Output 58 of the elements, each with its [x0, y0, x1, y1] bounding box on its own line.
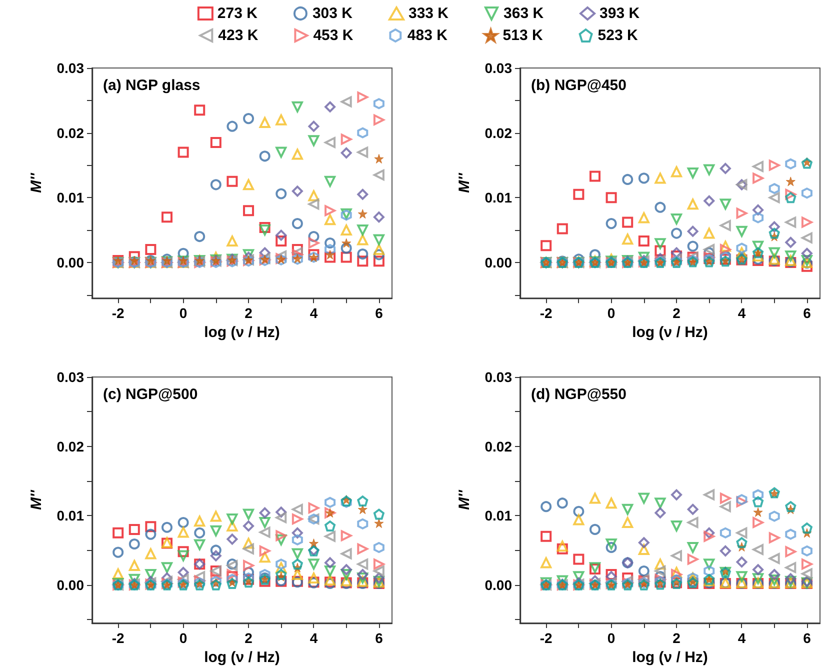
text: (d) NGP@550 — [531, 386, 626, 403]
y-tick-label: 0.01 — [484, 508, 512, 524]
legend-label: 393 K — [600, 5, 640, 22]
x-tick-label: -2 — [112, 630, 125, 646]
x-tick-label: -2 — [540, 630, 553, 646]
y-tick-label: 0.00 — [56, 254, 84, 270]
y-tick-label: 0.00 — [484, 576, 512, 593]
x-axis-title: log (ν / Hz) — [204, 324, 280, 341]
x-axis-title: log (ν / Hz) — [632, 324, 708, 341]
x-tick-label: 4 — [310, 305, 318, 322]
y-tick-label: 0.02 — [56, 124, 84, 141]
x-tick-label: -2 — [540, 305, 553, 322]
x-tick-label: 6 — [375, 305, 384, 322]
y-tick-label: 0.01 — [56, 508, 84, 524]
legend-label: 423 K — [218, 27, 258, 44]
text: (b) NGP@450 — [531, 77, 626, 94]
x-tick-label: 2 — [672, 630, 681, 646]
x-axis-title: log (ν / Hz) — [204, 648, 280, 666]
y-axis-title: M'' — [456, 490, 473, 510]
y-axis-title: M'' — [28, 490, 45, 510]
legend-label: 483 K — [407, 27, 448, 44]
y-tick-label: 0.02 — [484, 124, 512, 141]
legend-label: 273 K — [217, 5, 258, 22]
y-tick-label: 0.03 — [484, 60, 512, 76]
x-tick-label: 6 — [803, 305, 812, 322]
x-tick-label: 0 — [607, 630, 616, 646]
y-tick-label: 0.01 — [484, 190, 512, 206]
x-tick-label: 2 — [244, 305, 253, 322]
y-tick-label: 0.03 — [56, 369, 84, 385]
x-axis-title: log (ν / Hz) — [632, 648, 708, 666]
y-tick-label: 0.00 — [56, 576, 84, 593]
x-tick-label: 6 — [803, 630, 812, 646]
x-tick-label: -2 — [112, 305, 125, 322]
x-tick-label: 0 — [179, 305, 188, 322]
x-tick-label: 4 — [738, 630, 746, 646]
x-tick-label: 2 — [672, 305, 681, 322]
legend-label: 523 K — [598, 27, 638, 44]
y-tick-label: 0.01 — [56, 190, 84, 206]
y-tick-label: 0.03 — [56, 60, 84, 76]
y-axis-title: M'' — [28, 172, 45, 193]
x-tick-label: 0 — [607, 305, 616, 322]
y-tick-label: 0.02 — [56, 438, 84, 454]
y-tick-label: 0.03 — [484, 369, 512, 385]
legend-label: 363 K — [504, 5, 544, 22]
x-tick-label: 6 — [375, 630, 384, 646]
y-axis-title: M'' — [456, 172, 473, 193]
text: (c) NGP@500 — [103, 386, 198, 403]
x-tick-label: 4 — [738, 305, 746, 322]
legend-label: 333 K — [408, 5, 449, 22]
x-tick-label: 4 — [310, 630, 318, 646]
y-tick-label: 0.00 — [484, 254, 512, 270]
y-tick-label: 0.02 — [484, 438, 512, 454]
legend-label: 303 K — [312, 5, 353, 22]
legend-label: 453 K — [313, 27, 354, 44]
text: (a) NGP glass — [103, 77, 200, 94]
x-tick-label: 0 — [179, 630, 188, 646]
legend-label: 513 K — [502, 27, 543, 44]
x-tick-label: 2 — [244, 630, 253, 646]
